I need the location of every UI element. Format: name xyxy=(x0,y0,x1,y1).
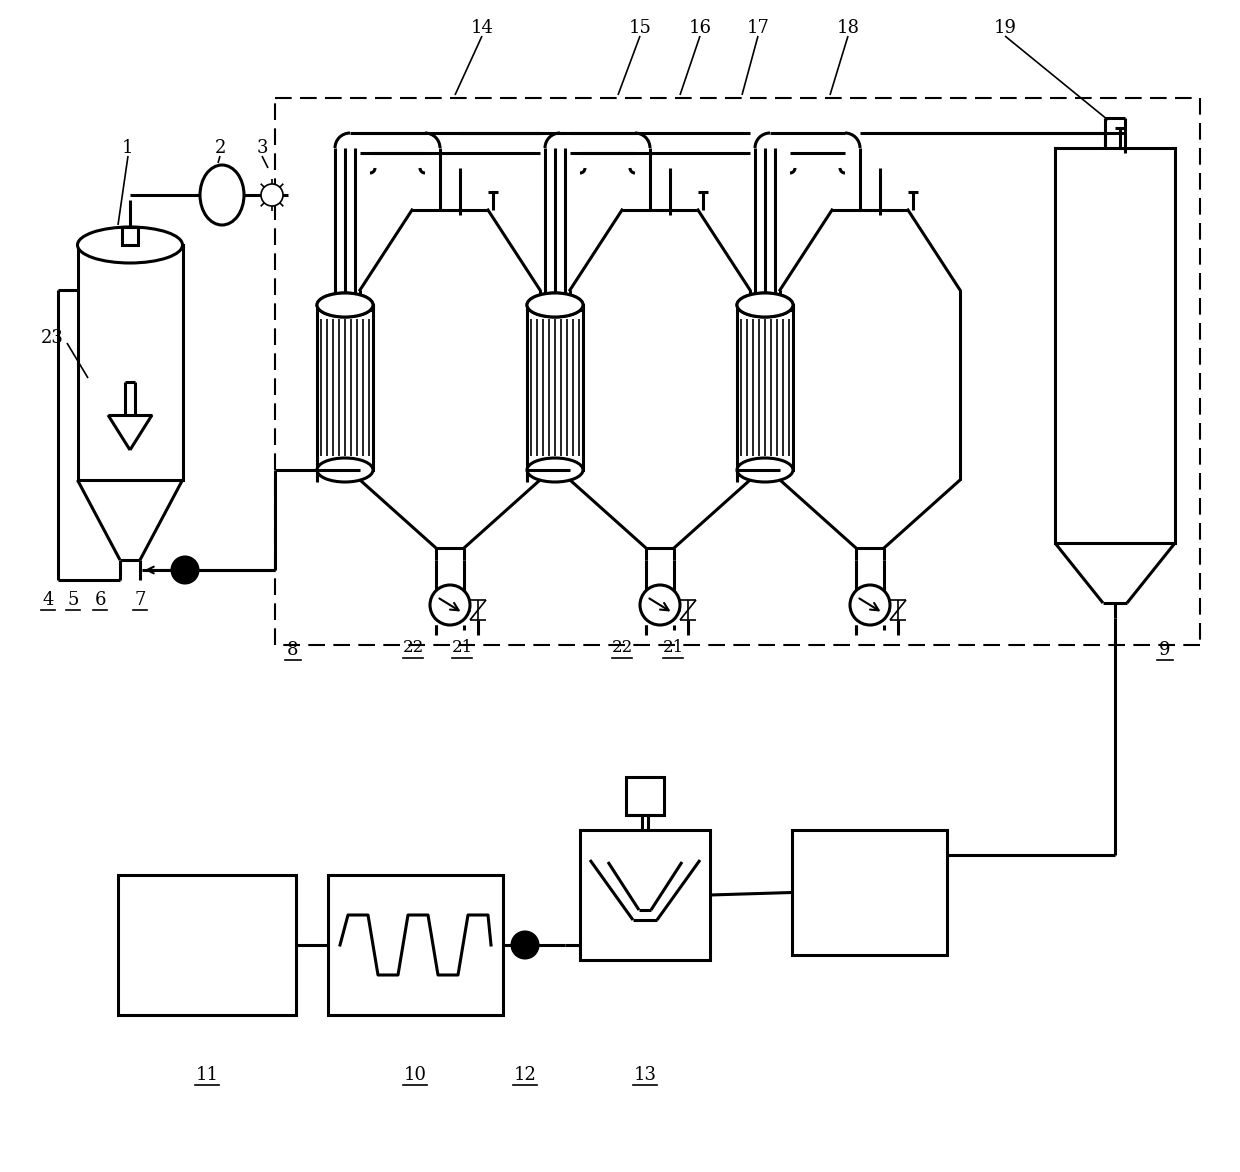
Text: 21: 21 xyxy=(662,640,683,656)
Text: 6: 6 xyxy=(94,591,105,609)
Bar xyxy=(580,830,711,960)
Ellipse shape xyxy=(527,458,583,482)
Circle shape xyxy=(512,932,538,958)
Text: 19: 19 xyxy=(993,19,1017,38)
Bar xyxy=(1055,148,1176,543)
Bar xyxy=(527,305,583,470)
Ellipse shape xyxy=(317,293,373,316)
Ellipse shape xyxy=(737,293,794,316)
Text: 17: 17 xyxy=(746,19,770,38)
Text: 18: 18 xyxy=(837,19,859,38)
Text: 3: 3 xyxy=(257,139,268,157)
Ellipse shape xyxy=(317,458,373,482)
Ellipse shape xyxy=(737,293,794,316)
Bar xyxy=(122,227,138,245)
Circle shape xyxy=(172,557,198,582)
Text: 13: 13 xyxy=(634,1067,656,1084)
Bar xyxy=(737,305,794,470)
Ellipse shape xyxy=(527,293,583,316)
Text: 12: 12 xyxy=(513,1067,537,1084)
Ellipse shape xyxy=(77,227,182,263)
Text: 9: 9 xyxy=(1159,641,1171,659)
Text: 5: 5 xyxy=(67,591,78,609)
Text: 4: 4 xyxy=(42,591,53,609)
Bar xyxy=(118,875,296,1015)
Bar xyxy=(626,777,663,815)
Text: 16: 16 xyxy=(688,19,712,38)
Bar xyxy=(317,305,373,470)
Text: 2: 2 xyxy=(215,139,226,157)
Text: 10: 10 xyxy=(403,1067,427,1084)
Circle shape xyxy=(260,184,283,206)
Text: 15: 15 xyxy=(629,19,651,38)
Circle shape xyxy=(849,585,890,625)
Bar xyxy=(77,245,182,481)
Ellipse shape xyxy=(527,293,583,316)
Text: 14: 14 xyxy=(470,19,494,38)
Text: 23: 23 xyxy=(41,329,63,347)
Text: 21: 21 xyxy=(451,640,472,656)
Ellipse shape xyxy=(737,458,794,482)
Circle shape xyxy=(430,585,470,625)
Circle shape xyxy=(640,585,680,625)
Text: 22: 22 xyxy=(611,640,632,656)
Ellipse shape xyxy=(317,293,373,316)
Bar xyxy=(329,875,503,1015)
Text: 22: 22 xyxy=(402,640,424,656)
Text: 1: 1 xyxy=(123,139,134,157)
Text: 8: 8 xyxy=(288,641,299,659)
Text: 7: 7 xyxy=(134,591,145,609)
Bar xyxy=(792,830,947,955)
Text: 11: 11 xyxy=(196,1067,218,1084)
Ellipse shape xyxy=(200,165,244,225)
